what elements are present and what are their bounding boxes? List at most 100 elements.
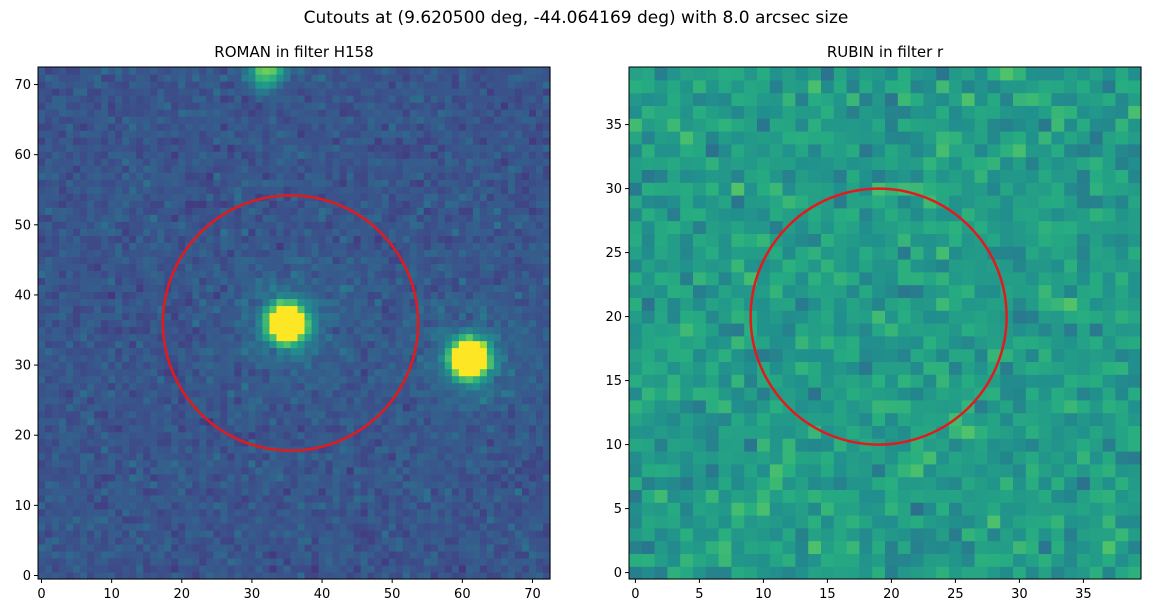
image-pixel bbox=[402, 403, 411, 412]
image-pixel bbox=[486, 165, 495, 173]
image-pixel bbox=[269, 305, 278, 314]
image-pixel bbox=[458, 312, 467, 321]
image-pixel bbox=[178, 284, 186, 293]
image-pixel bbox=[227, 193, 235, 201]
image-pixel bbox=[318, 193, 327, 201]
image-pixel bbox=[402, 249, 411, 257]
image-pixel bbox=[521, 277, 530, 286]
image-pixel bbox=[66, 382, 74, 391]
image-pixel bbox=[339, 179, 348, 187]
image-pixel bbox=[514, 277, 523, 286]
image-pixel bbox=[297, 319, 306, 328]
image-pixel bbox=[45, 529, 53, 538]
image-pixel bbox=[73, 326, 81, 335]
image-pixel bbox=[45, 186, 53, 194]
image-pixel bbox=[339, 452, 348, 461]
image-pixel bbox=[59, 543, 67, 552]
image-pixel bbox=[346, 228, 355, 236]
image-pixel bbox=[332, 522, 341, 531]
image-pixel bbox=[283, 130, 292, 138]
image-pixel bbox=[360, 249, 369, 257]
image-pixel bbox=[276, 235, 285, 243]
image-pixel bbox=[157, 242, 165, 250]
image-pixel bbox=[430, 403, 439, 412]
image-pixel bbox=[276, 466, 285, 475]
image-pixel bbox=[220, 151, 228, 159]
image-pixel bbox=[66, 557, 74, 566]
image-pixel bbox=[346, 319, 355, 328]
image-pixel bbox=[199, 480, 207, 489]
image-pixel bbox=[542, 207, 551, 215]
image-pixel bbox=[87, 235, 95, 243]
image-pixel bbox=[115, 277, 123, 286]
image-pixel bbox=[346, 410, 355, 419]
image-pixel bbox=[129, 102, 137, 110]
image-pixel bbox=[311, 438, 320, 447]
image-pixel bbox=[507, 277, 516, 286]
image-pixel bbox=[374, 368, 383, 377]
image-pixel bbox=[206, 571, 214, 580]
image-pixel bbox=[458, 277, 467, 286]
image-pixel bbox=[318, 277, 327, 286]
image-pixel bbox=[171, 193, 179, 201]
image-pixel bbox=[136, 109, 144, 117]
image-pixel bbox=[514, 473, 523, 482]
image-pixel bbox=[437, 494, 446, 503]
image-pixel bbox=[346, 473, 355, 482]
image-pixel bbox=[444, 179, 453, 187]
image-pixel bbox=[276, 417, 285, 426]
image-pixel bbox=[507, 529, 516, 538]
image-pixel bbox=[227, 529, 235, 538]
image-pixel bbox=[150, 340, 158, 349]
image-pixel bbox=[297, 459, 306, 468]
image-pixel bbox=[227, 438, 235, 447]
image-pixel bbox=[514, 207, 523, 215]
image-pixel bbox=[136, 508, 144, 517]
image-pixel bbox=[332, 431, 341, 440]
image-pixel bbox=[66, 501, 74, 510]
image-pixel bbox=[122, 340, 130, 349]
image-pixel bbox=[374, 102, 383, 110]
image-pixel bbox=[178, 508, 186, 517]
image-pixel bbox=[178, 445, 186, 454]
image-pixel bbox=[311, 543, 320, 552]
image-pixel bbox=[262, 333, 271, 342]
image-pixel bbox=[353, 137, 362, 145]
image-pixel bbox=[416, 487, 425, 496]
image-pixel bbox=[542, 494, 551, 503]
image-pixel bbox=[241, 221, 250, 229]
image-pixel bbox=[38, 249, 46, 257]
image-pixel bbox=[542, 228, 551, 236]
image-pixel bbox=[332, 130, 341, 138]
image-pixel bbox=[535, 305, 544, 314]
image-pixel bbox=[241, 277, 250, 286]
image-pixel bbox=[332, 263, 341, 271]
image-pixel bbox=[59, 550, 67, 559]
image-pixel bbox=[136, 564, 144, 573]
image-pixel bbox=[528, 480, 537, 489]
image-pixel bbox=[423, 340, 432, 349]
image-pixel bbox=[297, 137, 306, 145]
image-pixel bbox=[101, 459, 109, 468]
image-pixel bbox=[535, 445, 544, 454]
image-pixel bbox=[528, 102, 537, 110]
image-pixel bbox=[486, 200, 495, 208]
image-pixel bbox=[465, 361, 474, 370]
image-pixel bbox=[101, 242, 109, 250]
image-pixel bbox=[136, 298, 144, 307]
image-pixel bbox=[94, 557, 102, 566]
image-pixel bbox=[108, 109, 116, 117]
image-pixel bbox=[101, 354, 109, 363]
image-pixel bbox=[101, 487, 109, 496]
image-pixel bbox=[262, 452, 271, 461]
image-pixel bbox=[150, 438, 158, 447]
image-pixel bbox=[192, 438, 200, 447]
image-pixel bbox=[451, 522, 460, 531]
image-pixel bbox=[374, 298, 383, 307]
image-pixel bbox=[234, 501, 242, 510]
image-pixel bbox=[409, 263, 418, 271]
image-pixel bbox=[150, 277, 158, 286]
image-pixel bbox=[521, 186, 530, 194]
image-pixel bbox=[507, 389, 516, 398]
image-pixel bbox=[451, 536, 460, 545]
